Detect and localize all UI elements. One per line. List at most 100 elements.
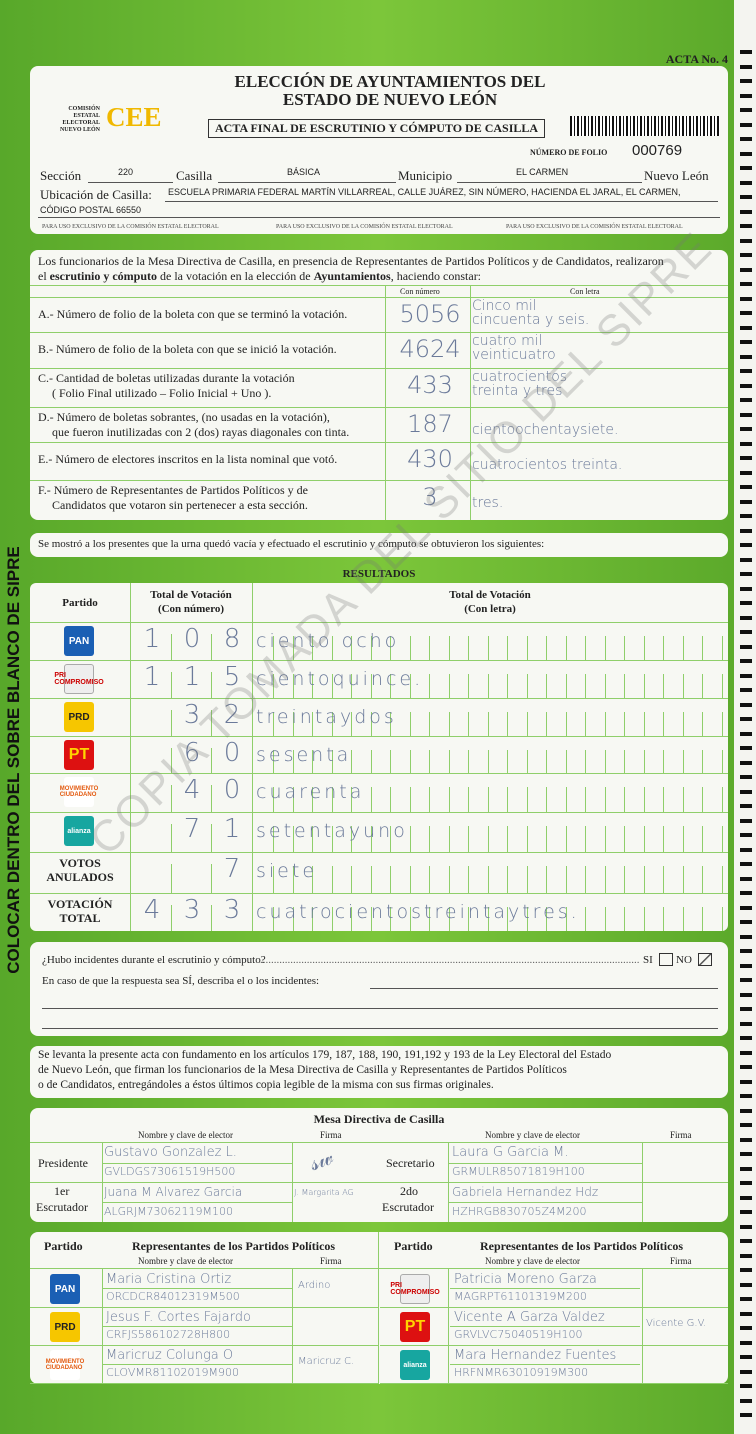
mesa-h-firma-left: Firma — [320, 1130, 342, 1140]
timing-mark — [740, 717, 752, 721]
timing-mark — [740, 992, 752, 997]
timing-mark — [740, 180, 752, 185]
secretario-label: Secretario — [386, 1156, 435, 1170]
item-letra-2: veinticuatro — [472, 347, 556, 363]
no-checkbox[interactable] — [698, 953, 712, 966]
digit-cell: 4 — [143, 895, 161, 925]
timing-mark — [740, 383, 752, 388]
timing-mark — [740, 1137, 752, 1142]
presidente-label: Presidente — [38, 1156, 88, 1170]
votacion-letra: siete — [256, 860, 318, 882]
timing-mark — [740, 398, 752, 402]
timing-mark — [740, 485, 752, 489]
item-label-2: ( Folio Final utilizado – Folio Inicial … — [52, 386, 272, 400]
timing-mark — [740, 1152, 752, 1156]
item-letra-1: Cinco mil — [472, 298, 537, 314]
timing-mark — [740, 79, 752, 83]
item-numero: 3 — [422, 483, 438, 511]
si-label: SI — [643, 954, 653, 966]
digit-cell: 1 — [183, 662, 201, 692]
item-numero: 4624 — [399, 335, 461, 363]
item-letra-1: cuatrocientos — [472, 369, 568, 385]
secretario-nombre: Laura G Garcia M. — [452, 1145, 569, 1160]
escrutador1-label2: Escrutador — [36, 1200, 88, 1214]
timing-mark — [740, 731, 752, 736]
item-label: F.- Número de Representantes de Partidos… — [38, 483, 308, 497]
escrutador1-firma: J. Margarita AG — [294, 1188, 354, 1197]
timing-mark — [740, 905, 752, 910]
digit-cell: 6 — [183, 738, 201, 768]
timing-mark — [740, 50, 752, 54]
timing-mark — [740, 1166, 752, 1171]
row-label: VOTOS ANULADOS — [46, 856, 114, 884]
escrutador1-nombre: Juana M Alvarez Garcia — [104, 1185, 243, 1199]
digit-cell: 1 — [223, 814, 241, 844]
digit-cell: 4 — [183, 775, 201, 805]
mesa-directiva-panel: Mesa Directiva de Casilla Nombre y clave… — [30, 1108, 728, 1222]
timing-mark — [740, 93, 752, 98]
item-letra-2: tres. — [472, 495, 504, 511]
timing-mark — [740, 1355, 752, 1359]
item-label: C.- Cantidad de boletas utilizadas duran… — [38, 371, 295, 385]
timing-mark — [740, 354, 752, 359]
timing-mark — [740, 166, 752, 170]
timing-mark — [740, 1181, 752, 1185]
item-label-2: Candidatos que votaron sin pertenecer a … — [52, 498, 308, 512]
timing-mark — [740, 702, 752, 707]
uso-exclusivo-1: PARA USO EXCLUSIVO DE LA COMISIÓN ESTATA… — [42, 224, 219, 230]
party-logo-pt: PT — [64, 740, 94, 770]
timing-mark — [740, 151, 752, 156]
rep-nombre: Maria Cristina Ortiz — [106, 1272, 232, 1287]
timing-mark — [740, 847, 752, 852]
timing-mark — [740, 644, 752, 649]
timing-mark — [740, 949, 752, 953]
timing-mark — [740, 1268, 752, 1272]
ubicacion-label: Ubicación de Casilla: — [40, 187, 152, 202]
reps-h-title-left: Representantes de los Partidos Políticos — [132, 1239, 336, 1253]
legal-line1: Se levanta la presente acta con fundamen… — [38, 1049, 612, 1061]
timing-mark — [740, 209, 752, 214]
digit-cell: 7 — [223, 854, 241, 884]
digit-cell: 3 — [183, 895, 201, 925]
si-checkbox[interactable] — [659, 953, 673, 966]
item-numero: 187 — [407, 410, 453, 438]
no-label: NO — [676, 954, 692, 966]
rep-party-logo-na: alianza — [400, 1350, 430, 1380]
timing-mark — [740, 267, 752, 272]
timing-mark — [740, 64, 752, 69]
timing-mark — [740, 311, 752, 315]
mostro-text: Se mostró a los presentes que la urna qu… — [38, 538, 545, 550]
timing-mark — [740, 137, 752, 141]
col-con-numero: Con número — [400, 287, 440, 296]
escrutador2-label1: 2do — [400, 1184, 418, 1198]
side-instruction: COLOCAR DENTRO DEL SOBRE BLANCO DE SIPRE — [4, 546, 23, 974]
secretario-clave: GRMULR85071819H100 — [452, 1165, 585, 1178]
timing-mark — [740, 833, 752, 837]
rep-nombre: Maricruz Colunga O — [106, 1348, 234, 1363]
header-panel: COMISIÓN ESTATAL ELECTORAL NUEVO LEÓN CE… — [30, 66, 728, 234]
rep-clave: GRVLVC75040519H100 — [454, 1328, 583, 1341]
rep-nombre: Vicente A Garza Valdez — [454, 1310, 605, 1325]
timing-mark — [740, 1297, 752, 1301]
digit-cell: 1 — [143, 662, 161, 692]
escrutador1-label1: 1er — [54, 1184, 70, 1198]
item-letra-2: treinta y tres — [472, 383, 563, 399]
incidentes-desc: En caso de que la respuesta sea SÍ, desc… — [42, 975, 320, 987]
header-num2: (Con número) — [157, 603, 225, 615]
representantes-panel: Partido Representantes de los Partidos P… — [30, 1232, 728, 1384]
timing-mark — [740, 108, 752, 112]
casilla-value: BÁSICA — [287, 167, 321, 177]
timing-mark — [740, 499, 752, 504]
item-label: D.- Número de boletas sobrantes, (no usa… — [38, 410, 330, 424]
votacion-letra: cuatrocientostreintaytres. — [256, 901, 580, 923]
item-label: B.- Número de folio de la boleta con que… — [38, 342, 337, 356]
timing-mark — [740, 978, 752, 982]
timing-mark — [740, 673, 752, 678]
timing-mark — [740, 224, 752, 228]
digit-cell: 1 — [143, 624, 161, 654]
timing-mark — [740, 470, 752, 475]
timing-mark — [740, 412, 752, 417]
acta-subtitle: ACTA FINAL DE ESCRUTINIO Y CÓMPUTO DE CA… — [208, 119, 546, 138]
rep-party-logo-pt: PT — [400, 1312, 430, 1342]
mesa-h-nombre-right: Nombre y clave de elector — [485, 1130, 580, 1140]
